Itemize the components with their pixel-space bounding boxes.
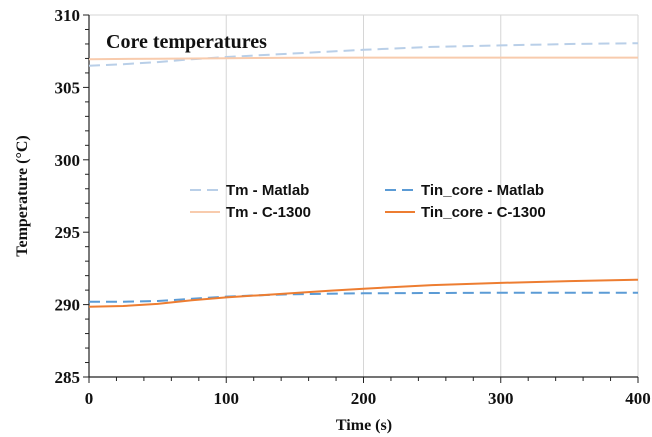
y-tick-label: 300 [55, 151, 81, 170]
chart-title: Core temperatures [106, 31, 267, 53]
x-tick-label: 400 [625, 389, 651, 408]
series-line [88, 56, 638, 61]
y-axis-ticks: 285 290 295 300 305 310 [55, 6, 89, 387]
x-tick-label: 200 [351, 389, 377, 408]
x-axis-ticks: 0 100 200 300 400 [85, 377, 651, 408]
legend-label: Tin_core - C-1300 [421, 204, 546, 221]
x-tick-label: 100 [214, 389, 240, 408]
y-tick-label: 295 [55, 223, 81, 242]
y-tick-label: 310 [55, 6, 81, 25]
y-axis-title: Temperature (°C) [14, 135, 31, 256]
legend-label: Tm - C-1300 [226, 204, 311, 221]
series-line [88, 42, 639, 67]
y-tick-label: 305 [55, 78, 81, 97]
x-tick-label: 0 [85, 389, 94, 408]
x-tick-label: 300 [488, 389, 514, 408]
y-tick-label: 285 [55, 368, 81, 387]
x-axis-title: Time (s) [336, 417, 392, 434]
legend: Tm - Matlab Tin_core - Matlab Tm - C-1300 T… [190, 182, 546, 221]
grid [89, 14, 639, 377]
legend-label: Tm - Matlab [226, 182, 309, 199]
legend-label: Tin_core - Matlab [421, 182, 544, 199]
y-tick-label: 290 [55, 296, 81, 315]
series-lines [88, 42, 639, 308]
series-line [88, 278, 639, 308]
